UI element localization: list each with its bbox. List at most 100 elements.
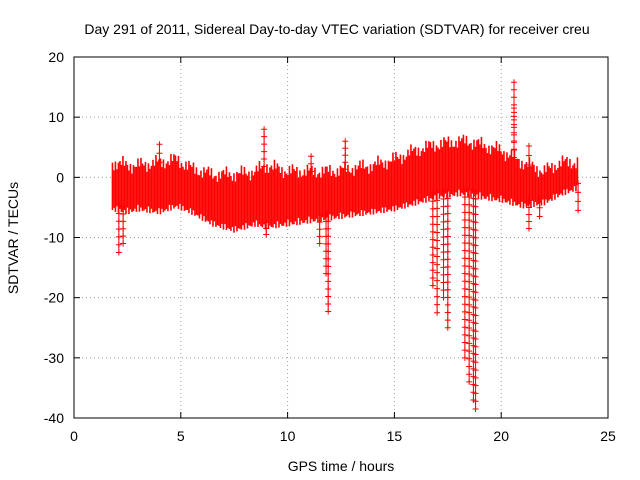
data-point-marker	[536, 204, 543, 211]
data-point-marker	[466, 317, 473, 324]
data-point-marker	[472, 367, 479, 374]
data-point-marker	[472, 211, 479, 218]
data-point-marker	[472, 343, 479, 350]
data-point-marker	[325, 293, 332, 300]
data-point-marker	[325, 210, 332, 217]
data-point-marker	[472, 405, 479, 412]
data-point-marker	[444, 233, 451, 240]
data-point-marker	[120, 225, 127, 232]
data-point-marker	[466, 240, 473, 247]
axis-ticks: 0 5 10 15 20 25 -40 -30 -20 -10 0 10 20	[44, 49, 616, 444]
data-point-marker	[120, 233, 127, 240]
data-point-marker	[115, 202, 122, 209]
data-point-marker	[434, 269, 441, 276]
data-point-marker	[429, 190, 436, 197]
data-point-marker	[472, 328, 479, 335]
data-point-marker	[316, 211, 323, 218]
data-point-marker	[434, 277, 441, 284]
data-point-marker	[342, 159, 349, 166]
data-point-marker	[434, 237, 441, 244]
data-point-marker	[466, 194, 473, 201]
y-tick-label: -30	[44, 350, 64, 366]
data-point-marker	[461, 331, 468, 338]
data-point-marker	[575, 207, 582, 214]
data-point-marker	[325, 308, 332, 315]
data-point-marker	[536, 213, 543, 220]
data-point-marker	[466, 232, 473, 239]
data-point-marker	[511, 86, 518, 93]
data-point-marker	[115, 233, 122, 240]
data-point-marker	[156, 141, 163, 148]
data-point-marker	[525, 204, 532, 211]
data-point-marker	[511, 138, 518, 145]
data-point-marker	[472, 304, 479, 311]
data-point-marker	[461, 354, 468, 361]
data-point-marker	[325, 278, 332, 285]
y-tick-label: 20	[48, 49, 64, 65]
data-point-marker	[440, 196, 447, 203]
data-point-marker	[511, 94, 518, 101]
data-point-marker	[120, 218, 127, 225]
data-point-marker	[444, 225, 451, 232]
data-point-marker	[440, 226, 447, 233]
data-point-marker	[511, 79, 518, 86]
data-point-marker	[434, 309, 441, 316]
data-point-marker	[511, 129, 518, 136]
data-point-marker	[434, 205, 441, 212]
data-point-marker	[466, 271, 473, 278]
data-point-marker	[525, 152, 532, 159]
data-point-marker	[325, 270, 332, 277]
data-point-marker	[325, 300, 332, 307]
data-point-marker	[466, 371, 473, 378]
data-point-marker	[472, 227, 479, 234]
data-point-marker	[466, 255, 473, 262]
data-point-marker	[461, 339, 468, 346]
data-point-marker	[429, 282, 436, 289]
data-point-marker	[472, 374, 479, 381]
x-tick-label: 5	[177, 428, 185, 444]
data-point-marker	[429, 205, 436, 212]
data-point-marker	[466, 278, 473, 285]
data-point-marker	[325, 225, 332, 232]
data-point-marker	[472, 320, 479, 327]
data-point-marker	[444, 309, 451, 316]
data-point-marker	[316, 233, 323, 240]
gridlines	[74, 57, 608, 418]
data-point-marker	[342, 138, 349, 145]
data-point-marker	[511, 113, 518, 120]
data-point-marker	[466, 209, 473, 216]
data-point-marker	[472, 398, 479, 405]
data-point-marker	[434, 197, 441, 204]
data-point-marker	[434, 301, 441, 308]
data-point-marker	[466, 247, 473, 254]
data-point-marker	[316, 219, 323, 226]
data-point-marker	[444, 279, 451, 286]
data-point-marker	[466, 378, 473, 385]
y-axis-label: SDTVAR / TECUs	[5, 182, 21, 294]
data-point-marker	[461, 301, 468, 308]
data-point-marker	[308, 168, 315, 175]
data-point-marker	[466, 355, 473, 362]
data-point-marker	[429, 244, 436, 251]
y-tick-label: 0	[56, 169, 64, 185]
data-point-marker	[434, 213, 441, 220]
data-point-marker	[472, 289, 479, 296]
data-point-marker	[575, 189, 582, 196]
data-point-marker	[115, 241, 122, 248]
x-tick-label: 15	[387, 428, 403, 444]
data-point-marker	[429, 198, 436, 205]
data-point-marker	[156, 159, 163, 166]
data-point-marker	[461, 285, 468, 292]
data-point-marker	[444, 317, 451, 324]
data-point-marker	[472, 234, 479, 241]
data-point-marker	[429, 259, 436, 266]
data-point-marker	[444, 286, 451, 293]
y-tick-label: -40	[44, 410, 64, 426]
data-point-marker	[472, 273, 479, 280]
data-point-marker	[472, 312, 479, 319]
data-point-marker	[466, 348, 473, 355]
data-point-marker	[429, 236, 436, 243]
data-point-marker	[472, 242, 479, 249]
data-point-marker	[325, 285, 332, 292]
data-point-marker	[115, 249, 122, 256]
